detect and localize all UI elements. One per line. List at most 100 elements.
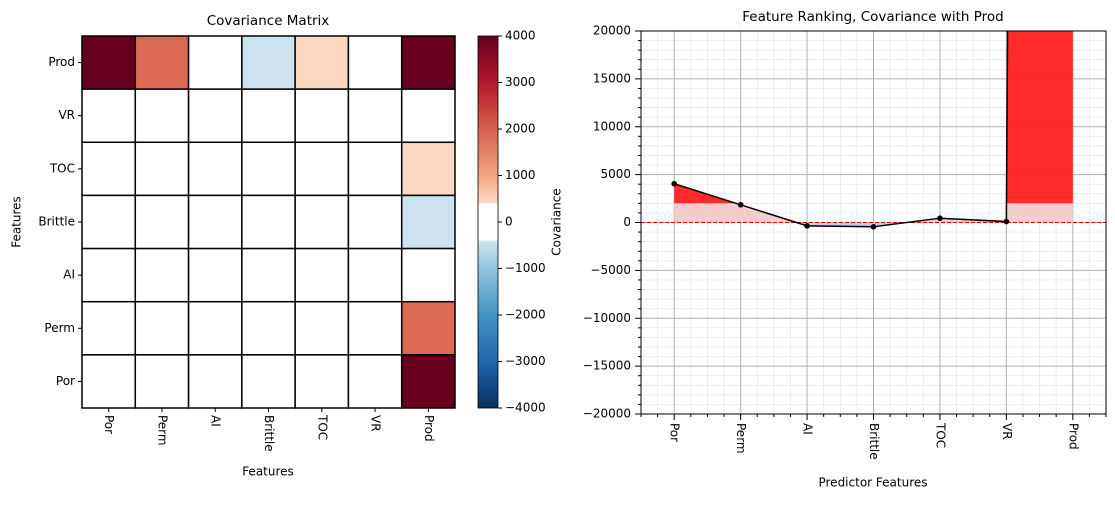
- data-point: [804, 223, 810, 229]
- x-tick-label: Perm: [155, 415, 169, 446]
- colorbar-tick-label: 0: [505, 215, 513, 229]
- colorbar-tick-label: −4000: [505, 401, 546, 415]
- heatmap-cell: [294, 300, 350, 356]
- y-tick-label: 15000: [593, 71, 631, 85]
- heatmap-cell: [400, 35, 456, 90]
- x-axis-label: Features: [242, 465, 294, 479]
- y-tick-label: 5000: [600, 167, 631, 181]
- heatmap-cell: [241, 35, 296, 90]
- colorbar-tick-label: −1000: [505, 261, 546, 275]
- heatmap-cell: [134, 88, 190, 144]
- x-tick-label: VR: [369, 415, 383, 432]
- heatmap-cell: [294, 88, 350, 144]
- colorbar-tick-label: −2000: [505, 308, 546, 322]
- heatmap-cell: [241, 300, 296, 356]
- heatmap-cell: [347, 88, 403, 144]
- x-tick-label: TOC: [315, 414, 329, 440]
- heatmap-cell: [81, 35, 137, 90]
- y-tick-label: TOC: [49, 161, 75, 175]
- x-tick-label: AI: [801, 423, 815, 435]
- x-axis-label: Predictor Features: [818, 476, 927, 490]
- chart-title: Covariance Matrix: [207, 13, 330, 29]
- colorbar-tick-label: 1000: [505, 168, 536, 182]
- heatmap-cell: [347, 35, 403, 90]
- heatmap-cell: [187, 194, 243, 250]
- y-tick-label: Prod: [48, 55, 75, 69]
- heatmap-cell: [241, 141, 296, 197]
- y-tick-label: −20000: [583, 407, 631, 421]
- y-tick-label: VR: [58, 108, 75, 122]
- x-tick-label: Brittle: [867, 423, 881, 460]
- plot-frame: [640, 30, 1107, 415]
- heatmap-cell: [400, 88, 456, 144]
- x-tick-label: Perm: [734, 423, 748, 454]
- x-tick-label: AI: [209, 415, 223, 427]
- heatmap-cell: [241, 354, 296, 409]
- x-tick-label: TOC: [933, 422, 947, 448]
- heatmap-cell: [294, 141, 350, 197]
- y-tick-label: AI: [63, 268, 75, 282]
- x-tick-label: Prod: [1066, 423, 1080, 450]
- heatmap-cell: [81, 194, 137, 250]
- heatmap-cell: [187, 141, 243, 197]
- colorbar-tick-label: 2000: [505, 122, 536, 136]
- chart-title: Feature Ranking, Covariance with Prod: [742, 9, 1004, 25]
- x-tick-label: Por: [102, 415, 116, 434]
- y-tick-label: Perm: [44, 321, 75, 335]
- heatmap-cell: [81, 88, 137, 144]
- heatmap-cell: [400, 354, 456, 409]
- y-axis-label: Covariance: [550, 188, 564, 255]
- x-tick-label: Por: [668, 423, 682, 442]
- heatmap-cell: [134, 141, 190, 197]
- heatmap-cell: [294, 247, 350, 303]
- x-tick-label: Prod: [422, 415, 436, 442]
- data-point: [671, 180, 678, 187]
- colorbar-tick-label: 4000: [505, 29, 536, 43]
- heatmap-cell: [241, 88, 296, 144]
- heatmap-cell: [134, 300, 190, 356]
- data-point: [1003, 218, 1010, 225]
- y-tick-label: Brittle: [38, 215, 75, 229]
- heatmap-cell: [187, 300, 243, 356]
- heatmap-cell: [187, 354, 243, 409]
- heatmap-cell: [187, 247, 243, 303]
- heatmap-cell: [241, 194, 296, 250]
- heatmap-cell: [347, 300, 403, 356]
- heatmap-cell: [400, 141, 456, 197]
- y-tick-label: 10000: [593, 119, 631, 133]
- heatmap-cell: [294, 354, 350, 409]
- heatmap-cell: [347, 194, 403, 250]
- heatmap-cell: [347, 354, 403, 409]
- heatmap-cell: [134, 194, 190, 250]
- heatmap-cell: [400, 194, 456, 250]
- y-tick-label: 0: [623, 215, 631, 229]
- x-tick-label: VR: [1000, 423, 1014, 440]
- data-point: [870, 224, 877, 230]
- colorbar-tick-label: 3000: [505, 75, 536, 89]
- heatmap-cell: [400, 300, 456, 356]
- heatmap-cell: [81, 141, 137, 197]
- heatmap-cell: [134, 35, 190, 90]
- data-point: [737, 201, 744, 208]
- x-tick-label: Brittle: [262, 415, 276, 452]
- y-tick-label: −10000: [583, 311, 631, 325]
- y-tick-label: 20000: [593, 24, 631, 38]
- heatmap-cell: [294, 35, 350, 90]
- heatmap-cell: [187, 88, 243, 144]
- heatmap-cell: [187, 35, 243, 90]
- y-tick-label: −15000: [583, 359, 631, 373]
- heatmap-cell: [134, 354, 190, 409]
- heatmap-cell: [294, 194, 350, 250]
- heatmap-cell: [400, 247, 456, 303]
- area-fill-high: [674, 31, 1073, 204]
- y-tick-label: −5000: [590, 263, 631, 277]
- y-axis-label: Features: [10, 196, 24, 248]
- heatmap-cell: [241, 247, 296, 303]
- heatmap-cell: [81, 300, 137, 356]
- heatmap-cell: [81, 247, 137, 303]
- area-fill: [674, 203, 1073, 223]
- data-point: [937, 215, 943, 221]
- heatmap-cell: [347, 247, 403, 303]
- heatmap-cell: [81, 354, 137, 409]
